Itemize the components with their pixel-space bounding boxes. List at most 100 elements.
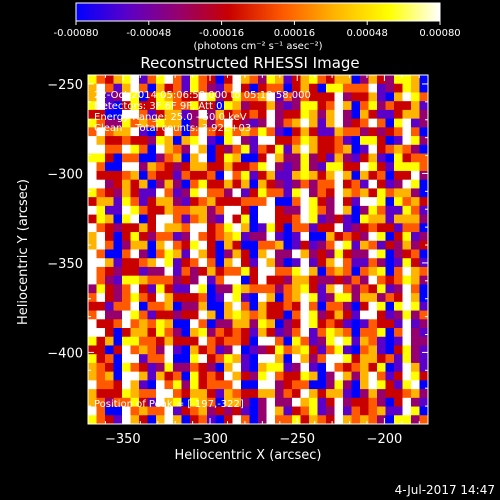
heatmap-cell (173, 284, 182, 294)
heatmap-cell (258, 75, 267, 85)
heatmap-cell (224, 92, 233, 102)
heatmap-cell (300, 109, 310, 120)
heatmap-cell (130, 266, 140, 277)
heatmap-cell (377, 275, 386, 285)
heatmap-cell (283, 101, 293, 111)
heatmap-cell (139, 266, 148, 277)
heatmap-cell (292, 83, 301, 93)
heatmap-cell (96, 354, 106, 364)
heatmap-cell (207, 371, 216, 381)
heatmap-cell (419, 205, 429, 216)
heatmap-cell (207, 75, 216, 85)
heatmap-cell (96, 214, 106, 224)
heatmap-cell (198, 232, 208, 242)
heatmap-cell (368, 101, 378, 111)
heatmap-cell (402, 406, 412, 416)
heatmap-cell (368, 319, 378, 329)
heatmap-cell (334, 362, 344, 373)
heatmap-cell (224, 328, 233, 338)
heatmap-cell (181, 188, 191, 198)
heatmap-cell (139, 275, 148, 285)
heatmap-cell (411, 275, 420, 285)
heatmap-cell (88, 101, 97, 111)
heatmap-cell (198, 83, 208, 93)
heatmap-cell (419, 153, 429, 163)
heatmap-cell (419, 136, 429, 146)
heatmap-cell (88, 397, 97, 407)
heatmap-cell (173, 240, 182, 250)
heatmap-cell (224, 205, 233, 216)
heatmap-cell (326, 170, 335, 181)
heatmap-cell (224, 83, 233, 93)
heatmap-cell (351, 162, 361, 172)
heatmap-cell (385, 214, 395, 224)
heatmap-cell (334, 284, 344, 294)
heatmap-cell (181, 197, 191, 207)
heatmap-cell (241, 144, 250, 154)
heatmap-cell (164, 328, 174, 338)
heatmap-cell (377, 362, 386, 373)
heatmap-cell (368, 127, 378, 137)
heatmap-cell (317, 293, 327, 303)
heatmap-cell (96, 92, 106, 102)
heatmap-cell (343, 284, 352, 294)
heatmap-cell (419, 170, 429, 181)
heatmap-cell (207, 397, 216, 407)
heatmap-cell (411, 127, 420, 137)
heatmap-cell (207, 406, 216, 416)
heatmap-cell (181, 223, 191, 233)
heatmap-cell (249, 188, 259, 198)
heatmap-cell (122, 188, 131, 198)
heatmap-cell (377, 179, 386, 189)
heatmap-cell (419, 371, 429, 381)
heatmap-cell (122, 406, 131, 416)
heatmap-cell (368, 75, 378, 85)
heatmap-cell (130, 284, 140, 294)
heatmap-cell (241, 136, 250, 146)
heatmap-cell (122, 345, 131, 355)
heatmap-cell (402, 223, 412, 233)
heatmap-cell (317, 109, 327, 120)
heatmap-cell (207, 319, 216, 329)
heatmap-cell (96, 301, 106, 311)
heatmap-cell (181, 397, 191, 407)
heatmap-cell (164, 170, 174, 181)
heatmap-cell (88, 371, 97, 381)
heatmap-cell (385, 397, 395, 407)
heatmap-cell (385, 101, 395, 111)
heatmap-cell (317, 75, 327, 85)
heatmap-cell (275, 371, 284, 381)
annotation-energy: Energy Range: 25.0 - 50.0 keV (94, 112, 247, 123)
heatmap-cell (113, 336, 123, 346)
heatmap-cell (130, 214, 140, 224)
heatmap-cell (368, 275, 378, 285)
heatmap-cell (300, 319, 310, 329)
heatmap-cell (190, 328, 199, 338)
heatmap-cell (181, 179, 191, 189)
heatmap-cell (368, 389, 378, 399)
heatmap-cell (88, 266, 97, 277)
heatmap-cell (411, 336, 420, 346)
heatmap-cell (300, 275, 310, 285)
heatmap-cell (215, 389, 225, 399)
heatmap-cell (326, 153, 335, 163)
heatmap-cell (385, 144, 395, 154)
heatmap-cell (258, 205, 267, 216)
heatmap-cell (402, 389, 412, 399)
heatmap-cell (173, 136, 182, 146)
heatmap-cell (139, 136, 148, 146)
heatmap-cell (224, 406, 233, 416)
heatmap-cell (258, 118, 267, 128)
heatmap-cell (258, 144, 267, 154)
heatmap-cell (122, 75, 131, 85)
heatmap-cell (317, 232, 327, 242)
heatmap-cell (224, 310, 233, 320)
heatmap-cell (258, 214, 267, 224)
heatmap-cell (283, 249, 293, 259)
heatmap-cell (232, 362, 242, 373)
heatmap-cell (266, 118, 276, 128)
heatmap-cell (275, 101, 284, 111)
heatmap-cell (113, 362, 123, 373)
heatmap-cell (258, 249, 267, 259)
heatmap-cell (130, 144, 140, 154)
